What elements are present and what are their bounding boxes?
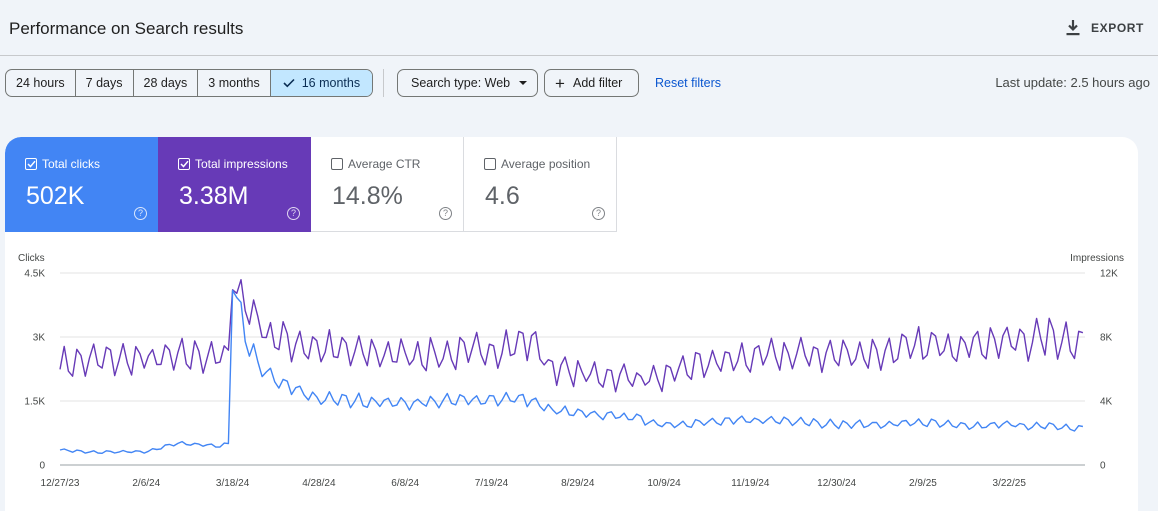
performance-card: Total clicks 502K ? Total impressions 3.… (5, 137, 1138, 511)
help-icon[interactable]: ? (287, 207, 300, 220)
range-label: 28 days (143, 76, 188, 90)
range-16-months[interactable]: 16 months (270, 70, 373, 96)
range-label: 3 months (208, 76, 260, 90)
metric-total-impressions[interactable]: Total impressions 3.38M ? (158, 137, 311, 232)
x-axis-tick: 10/9/24 (647, 478, 681, 489)
right-axis-title: Impressions (1070, 253, 1124, 264)
date-range-selector: 24 hours 7 days 28 days 3 months 16 mont… (5, 69, 374, 97)
check-icon (283, 78, 295, 88)
left-axis-tick: 4.5K (24, 269, 45, 280)
range-7-days[interactable]: 7 days (76, 70, 134, 96)
page-title: Performance on Search results (9, 19, 244, 38)
chart-grid (60, 272, 1085, 466)
x-axis-tick: 11/19/24 (731, 478, 770, 489)
metric-average-position[interactable]: Average position 4.6 ? (464, 137, 617, 232)
search-type-dropdown[interactable]: Search type: Web (397, 69, 538, 97)
x-axis-tick: 12/27/23 (41, 478, 80, 489)
range-24-hours[interactable]: 24 hours (6, 70, 76, 96)
range-label: 7 days (85, 76, 123, 90)
right-axis-tick: 4K (1100, 397, 1113, 408)
search-type-label: Search type: Web (411, 76, 511, 90)
help-icon[interactable]: ? (439, 207, 452, 220)
series-line-impressions (59, 279, 1084, 393)
checkbox-checked-icon[interactable] (178, 158, 190, 170)
export-button[interactable]: EXPORT (1065, 17, 1144, 39)
help-icon[interactable]: ? (134, 207, 147, 220)
range-label: 16 months (301, 76, 361, 90)
range-label: 24 hours (16, 76, 65, 90)
toolbar-divider (383, 69, 384, 97)
left-axis-tick: 1.5K (24, 397, 45, 408)
metric-average-ctr[interactable]: Average CTR 14.8% ? (311, 137, 464, 232)
left-axis-title: Clicks (18, 253, 45, 264)
performance-chart[interactable]: Clicks Impressions 0 1.5K 3K 4.5K 0 4K 8K 12K 12… (5, 250, 1138, 510)
left-axis-tick: 3K (33, 333, 46, 344)
x-axis-tick: 12/30/24 (817, 478, 856, 489)
x-axis-tick: 2/9/25 (909, 478, 937, 489)
range-3-months[interactable]: 3 months (198, 70, 271, 96)
page-header: Performance on Search results EXPORT (0, 0, 1158, 56)
x-axis-tick: 7/19/24 (475, 478, 509, 489)
reset-filters-link[interactable]: Reset filters (655, 76, 721, 90)
metric-label: Average CTR (348, 157, 421, 171)
chart-labels: Clicks Impressions 0 1.5K 3K 4.5K 0 4K 8K 12K 12… (18, 253, 1124, 489)
metric-label: Total clicks (42, 157, 101, 171)
right-axis-tick: 12K (1100, 269, 1118, 280)
x-axis-tick: 4/28/24 (302, 478, 336, 489)
chart-series (59, 279, 1084, 454)
checkbox-unchecked-icon[interactable] (484, 158, 496, 170)
metric-cards: Total clicks 502K ? Total impressions 3.… (5, 137, 617, 232)
x-axis-tick: 3/22/25 (993, 478, 1027, 489)
x-axis-tick: 2/6/24 (132, 478, 160, 489)
series-line-clicks (59, 289, 1084, 454)
metric-value: 502K (26, 182, 85, 210)
x-axis-tick: 8/29/24 (561, 478, 595, 489)
toolbar: 24 hours 7 days 28 days 3 months 16 mont… (0, 69, 1158, 97)
right-axis-tick: 0 (1100, 461, 1106, 472)
metric-value: 3.38M (179, 182, 249, 210)
left-axis-tick: 0 (39, 461, 45, 472)
metric-total-clicks[interactable]: Total clicks 502K ? (5, 137, 158, 232)
checkbox-unchecked-icon[interactable] (331, 158, 343, 170)
metric-value: 14.8% (332, 182, 403, 210)
checkbox-checked-icon[interactable] (25, 158, 37, 170)
add-filter-button[interactable]: + Add filter (544, 69, 639, 97)
caret-down-icon (519, 81, 527, 85)
export-label: EXPORT (1091, 21, 1144, 35)
x-axis-tick: 6/8/24 (391, 478, 419, 489)
download-icon (1066, 20, 1080, 36)
help-icon[interactable]: ? (592, 207, 605, 220)
range-28-days[interactable]: 28 days (134, 70, 199, 96)
add-filter-label: Add filter (573, 76, 623, 90)
metric-label: Average position (501, 157, 591, 171)
last-update-text: Last update: 2.5 hours ago (995, 75, 1150, 90)
x-axis-tick: 3/18/24 (216, 478, 250, 489)
plus-icon: + (555, 73, 565, 93)
right-axis-tick: 8K (1100, 333, 1113, 344)
metric-value: 4.6 (485, 182, 520, 210)
metric-label: Total impressions (195, 157, 288, 171)
